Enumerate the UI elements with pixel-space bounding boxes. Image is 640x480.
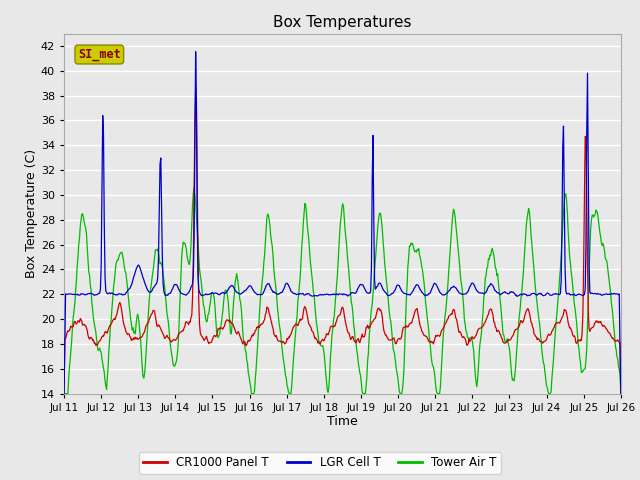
X-axis label: Time: Time xyxy=(327,415,358,429)
Title: Box Temperatures: Box Temperatures xyxy=(273,15,412,30)
Y-axis label: Box Temperature (C): Box Temperature (C) xyxy=(25,149,38,278)
Legend: CR1000 Panel T, LGR Cell T, Tower Air T: CR1000 Panel T, LGR Cell T, Tower Air T xyxy=(139,452,501,474)
Text: SI_met: SI_met xyxy=(78,48,121,61)
